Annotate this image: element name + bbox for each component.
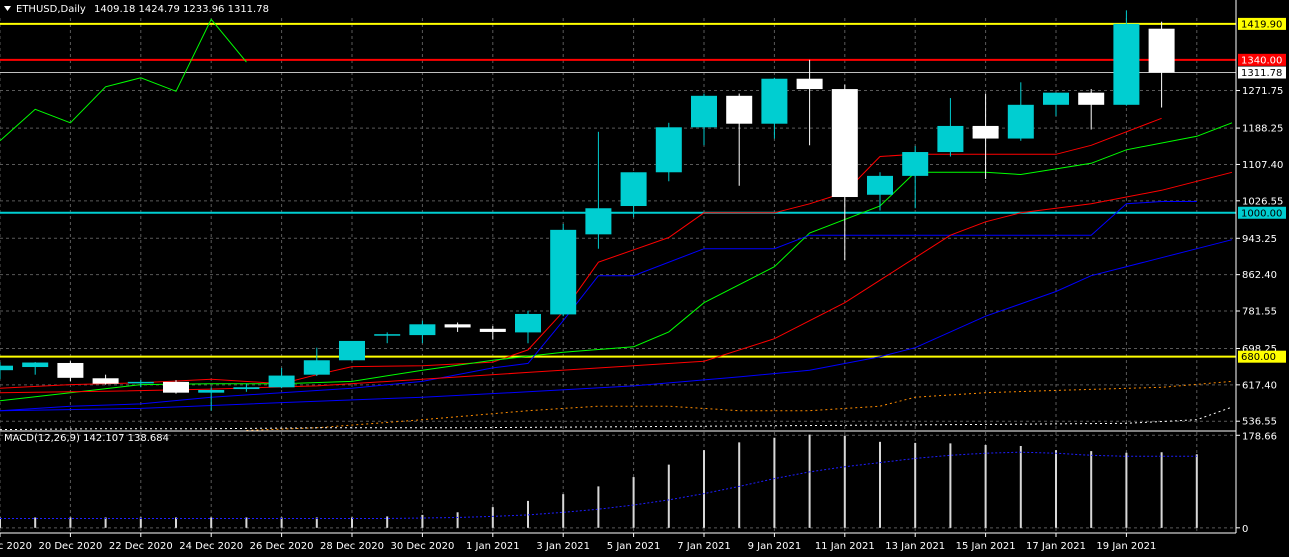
x-tick-label: 1 Jan 2021 xyxy=(466,541,520,552)
x-tick-label: 28 Dec 2020 xyxy=(320,541,384,552)
candle-body xyxy=(973,126,999,139)
price-tag-label: 1000.00 xyxy=(1241,208,1282,219)
candle-body xyxy=(480,329,506,332)
candle-body xyxy=(1078,93,1104,105)
x-tick-label: 5 Jan 2021 xyxy=(607,541,661,552)
candle-body xyxy=(550,230,576,315)
candle-body xyxy=(937,126,963,152)
y-tick-label: 1188.25 xyxy=(1242,124,1283,135)
y-tick-label: 943.25 xyxy=(1242,234,1277,245)
indicator-line xyxy=(246,381,1232,430)
candle-body xyxy=(585,208,611,234)
candle-body xyxy=(0,366,13,370)
y-tick-label: 617.40 xyxy=(1242,380,1277,391)
candle-body xyxy=(726,96,752,124)
candle-body xyxy=(656,127,682,172)
macd-label: MACD(12,26,9) 142.107 138.684 xyxy=(4,433,169,444)
price-tag-label: 680.00 xyxy=(1241,352,1276,363)
x-tick-label: 15 Jan 2021 xyxy=(956,541,1016,552)
symbol-label: ETHUSD,Daily xyxy=(16,4,86,15)
ohlc-label: 1409.18 1424.79 1233.96 1311.78 xyxy=(94,4,269,15)
price-plot xyxy=(0,10,1236,430)
indicator-line xyxy=(0,123,1232,401)
candle-body xyxy=(515,314,541,332)
dropdown-triangle-icon[interactable] xyxy=(4,6,11,11)
macd-tick-label: 0 xyxy=(1242,524,1248,535)
chart-header: ETHUSD,Daily 1409.18 1424.79 1233.96 131… xyxy=(4,4,269,15)
indicator-line xyxy=(0,172,1232,392)
y-tick-label: 1026.55 xyxy=(1242,196,1283,207)
candle-body xyxy=(93,378,119,383)
indicator-line xyxy=(0,407,1232,430)
x-tick-label: 13 Jan 2021 xyxy=(885,541,945,552)
y-tick-label: 781.55 xyxy=(1242,307,1277,318)
indicator-line xyxy=(0,118,1162,388)
price-tag-label: 1311.78 xyxy=(1241,68,1282,79)
candle-body xyxy=(621,172,647,206)
x-tick-label: 9 Jan 2021 xyxy=(748,541,802,552)
candle-body xyxy=(867,176,893,195)
price-tag-label: 1419.90 xyxy=(1241,19,1282,30)
x-tick-label: 30 Dec 2020 xyxy=(390,541,454,552)
candle-body xyxy=(128,382,154,384)
candle-body xyxy=(761,79,787,124)
candle-body xyxy=(691,96,717,127)
x-tick-label: 26 Dec 2020 xyxy=(250,541,314,552)
candle-body xyxy=(163,382,189,393)
x-tick-label: 20 Dec 2020 xyxy=(38,541,102,552)
x-tick-label: 22 Dec 2020 xyxy=(109,541,173,552)
candle-body xyxy=(374,334,400,336)
candle-body xyxy=(832,89,858,197)
y-tick-label: 1271.75 xyxy=(1242,86,1283,97)
y-tick-label: 1107.40 xyxy=(1242,160,1283,171)
candle-body xyxy=(445,324,471,327)
candle-body xyxy=(1113,24,1139,105)
candle-body xyxy=(339,341,365,360)
candle-body xyxy=(1149,29,1175,73)
x-tick-label: 7 Jan 2021 xyxy=(677,541,731,552)
candle-body xyxy=(57,363,83,378)
x-tick-label: 19 Jan 2021 xyxy=(1096,541,1156,552)
price-tag-label: 1340.00 xyxy=(1241,55,1282,66)
candle-body xyxy=(269,376,295,388)
macd-tick-label: 178.66 xyxy=(1242,431,1277,442)
candle-body xyxy=(233,387,259,389)
x-tick-label: 11 Jan 2021 xyxy=(815,541,875,552)
candle-body xyxy=(304,360,330,374)
candle-body xyxy=(1043,93,1069,105)
y-tick-label: 536.55 xyxy=(1242,417,1277,428)
macd-plot xyxy=(0,435,1197,528)
indicator-line xyxy=(0,19,246,141)
y-tick-label: 862.40 xyxy=(1242,270,1277,281)
candle-body xyxy=(198,390,224,393)
x-tick-label: 17 Jan 2021 xyxy=(1026,541,1086,552)
x-tick-label: 24 Dec 2020 xyxy=(179,541,243,552)
candle-body xyxy=(902,152,928,176)
x-tick-label: 3 Jan 2021 xyxy=(536,541,590,552)
candle-body xyxy=(797,79,823,89)
x-tick-label: 18 Dec 2020 xyxy=(0,541,32,552)
candle-body xyxy=(22,363,48,367)
candle-body xyxy=(409,324,435,335)
candle-body xyxy=(1008,105,1034,139)
